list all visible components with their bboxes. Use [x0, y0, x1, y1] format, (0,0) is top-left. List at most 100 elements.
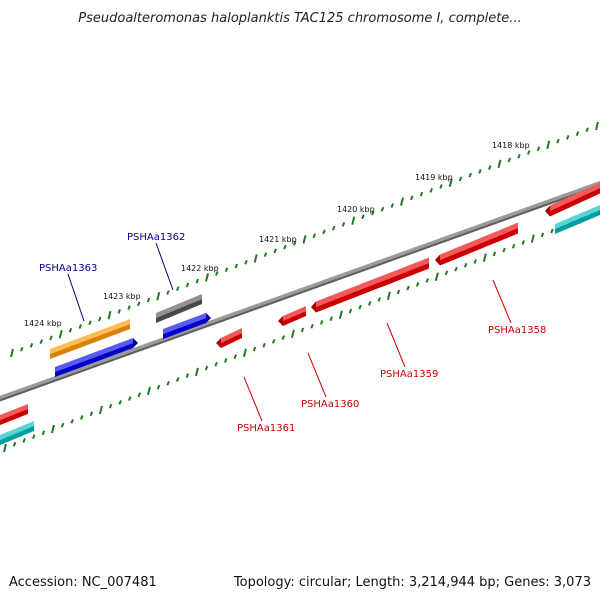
blue-feature-1363-arrowhead: [133, 338, 138, 348]
outer-tick: [244, 259, 248, 265]
outer-tick: [68, 327, 73, 333]
outer-tick: [488, 165, 492, 170]
outer-tick: [176, 286, 180, 292]
outer-tick: [253, 254, 258, 263]
outer-tick: [195, 278, 199, 284]
inner-tick: [60, 422, 65, 428]
outer-tick: [224, 267, 229, 273]
outer-tick: [536, 146, 541, 152]
inner-tick: [89, 411, 94, 417]
inner-tick: [454, 266, 458, 272]
inner-tick: [492, 251, 497, 257]
outer-tick: [429, 187, 433, 193]
cyan-feature-left: [0, 421, 34, 445]
outer-tick: [419, 191, 424, 197]
outer-tick: [29, 343, 34, 348]
inner-tick: [463, 262, 468, 268]
inner-tick: [22, 438, 26, 443]
outer-tick: [468, 172, 472, 178]
blue-feature-1362-bottom: [163, 318, 206, 339]
outer-tick: [205, 273, 209, 282]
outer-tick: [390, 203, 394, 208]
inner-tick: [319, 320, 324, 325]
cyan-feature-right-top: [555, 205, 600, 229]
inner-tick: [530, 234, 535, 243]
outer-tick: [234, 263, 238, 269]
inner-tick: [329, 316, 334, 321]
orange-feature: [50, 319, 130, 359]
red-feature-1359-top: [316, 257, 429, 307]
gene-label-leader: [243, 376, 263, 422]
red-feature-1360-top: [283, 306, 306, 321]
inner-tick: [338, 310, 343, 320]
gray-feature-1362-top: [156, 294, 202, 318]
red-feature-1358-arrowhead: [435, 254, 440, 266]
red-feature-left: [0, 404, 28, 425]
outer-tick: [380, 206, 385, 212]
orange-feature-top: [50, 319, 130, 354]
kbp-label: 1421 kbp: [259, 235, 297, 244]
outer-tick: [507, 157, 511, 163]
outer-tick: [341, 221, 346, 227]
gene-label[interactable]: PSHAa1361: [237, 423, 295, 434]
inner-tick: [146, 386, 151, 396]
gene-label[interactable]: PSHAa1362: [127, 232, 185, 243]
blue-feature-1363-top: [55, 338, 133, 372]
outer-tick: [478, 169, 482, 174]
inner-tick: [502, 247, 506, 253]
inner-tick: [396, 289, 401, 295]
gene-label[interactable]: PSHAa1359: [380, 369, 438, 380]
inner-tick: [176, 377, 180, 382]
red-feature-1361: [216, 328, 242, 348]
red-feature-right-top: [550, 182, 600, 211]
outer-tick: [351, 216, 356, 225]
gene-label[interactable]: PSHAa1358: [488, 325, 546, 336]
inner-tick: [521, 240, 525, 245]
inner-tick: [32, 434, 36, 439]
outer-tick: [273, 248, 277, 254]
outer-tick: [185, 282, 190, 288]
inner-tick: [358, 304, 362, 310]
inner-tick: [41, 430, 46, 436]
inner-tick: [3, 443, 7, 453]
kbp-label: 1422 kbp: [181, 264, 219, 273]
outer-tick: [146, 297, 151, 303]
red-feature-1360-bottom: [283, 311, 306, 326]
outer-tick: [458, 176, 463, 182]
inner-tick: [166, 380, 170, 386]
inner-tick: [473, 259, 477, 264]
outer-tick: [107, 310, 112, 320]
blue-feature-1362-arrowhead: [206, 313, 211, 323]
outer-tick: [332, 225, 336, 231]
outer-tick: [371, 210, 375, 216]
inner-tick: [185, 373, 190, 379]
red-feature-right-bottom: [550, 188, 600, 217]
outer-tick: [98, 316, 102, 322]
outer-tick: [302, 235, 307, 244]
inner-tick: [271, 339, 276, 344]
inner-tick: [300, 327, 305, 333]
red-feature-1361-arrowhead: [216, 338, 221, 348]
cyan-feature-left-top: [0, 421, 34, 440]
inner-tick: [281, 335, 286, 340]
outer-tick: [546, 140, 551, 150]
gene-label[interactable]: PSHAa1360: [301, 399, 359, 410]
red-feature-left-top: [0, 404, 28, 420]
red-feature-right-arrowhead: [545, 205, 550, 217]
inner-tick: [108, 403, 113, 409]
outer-tick: [361, 214, 365, 220]
inner-tick: [290, 329, 295, 339]
kbp-label: 1420 kbp: [337, 205, 375, 214]
inner-tick: [425, 278, 429, 283]
inner-tick: [214, 361, 218, 367]
inner-tick: [262, 342, 266, 348]
outer-tick: [215, 271, 219, 276]
gene-label[interactable]: PSHAa1363: [39, 263, 97, 274]
map-title: Pseudoalteromonas haloplanktis TAC125 ch…: [78, 11, 521, 26]
blue-feature-1362-top: [163, 313, 206, 334]
inner-tick: [242, 348, 247, 358]
red-feature-left-bottom: [0, 409, 28, 425]
outer-tick: [20, 346, 24, 352]
kbp-label: 1424 kbp: [24, 319, 62, 328]
outer-tick: [575, 131, 580, 136]
